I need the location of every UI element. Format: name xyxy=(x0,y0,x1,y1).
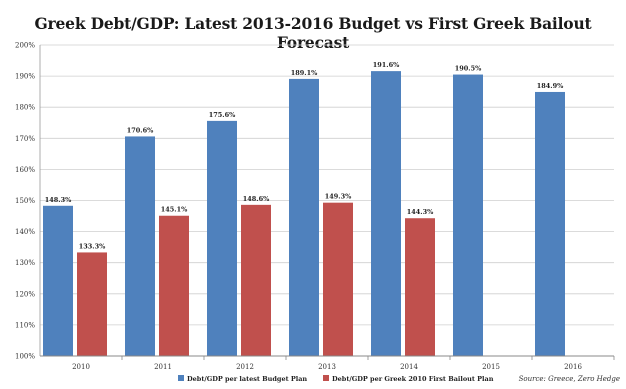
data-label: 145.1% xyxy=(161,206,188,214)
y-tick-label: 180% xyxy=(15,104,35,112)
source-note: Source: Greece, Zero Hedge xyxy=(519,375,620,383)
bar-first-bailout xyxy=(323,202,353,356)
legend-swatch xyxy=(323,375,329,381)
bar-first-bailout xyxy=(159,215,189,356)
data-label: 148.6% xyxy=(243,195,270,203)
x-tick-label: 2011 xyxy=(154,363,172,371)
y-tick-label: 100% xyxy=(15,353,35,361)
data-label: 175.6% xyxy=(209,111,236,119)
legend-label: Debt/GDP per latest Budget Plan xyxy=(187,375,307,383)
data-label: 148.3% xyxy=(45,196,72,204)
y-tick-label: 110% xyxy=(15,321,35,329)
x-tick-label: 2014 xyxy=(400,363,418,371)
axes: 100% 110% 120% 130% 140% 150% 160% 170% 180% 190%… xyxy=(15,42,615,371)
legend: Debt/GDP per latest Budget Plan Debt/GDP … xyxy=(178,375,620,383)
legend-label: Debt/GDP per Greek 2010 First Bailout Pl… xyxy=(332,375,494,383)
bar-latest-budget xyxy=(371,71,401,357)
data-label: 191.6% xyxy=(373,61,400,69)
x-tick-label: 2012 xyxy=(236,363,254,371)
x-tick-label: 2015 xyxy=(482,363,500,371)
y-tick-label: 140% xyxy=(15,228,35,236)
bar-first-bailout xyxy=(77,252,107,356)
bar-first-bailout xyxy=(405,218,435,356)
bars: 148.3% 133.3% 170.6% 145.1% 175.6% 148.6% 189.… xyxy=(43,61,565,357)
data-label: 189.1% xyxy=(291,69,318,77)
bar-latest-budget xyxy=(289,78,319,357)
y-tick-label: 150% xyxy=(15,197,35,205)
y-tick-label: 170% xyxy=(15,135,35,143)
bar-latest-budget xyxy=(125,136,155,356)
bar-latest-budget xyxy=(453,74,483,357)
bar-latest-budget xyxy=(207,120,237,356)
data-label: 149.3% xyxy=(325,193,352,201)
y-tick-label: 120% xyxy=(15,290,35,298)
bar-first-bailout xyxy=(241,204,271,356)
y-tick-label: 190% xyxy=(15,73,35,81)
y-tick-label: 200% xyxy=(15,42,35,50)
y-tick-label: 130% xyxy=(15,259,35,267)
data-label: 170.6% xyxy=(127,126,154,134)
x-tick-label: 2016 xyxy=(564,363,582,371)
data-label: 184.9% xyxy=(537,82,564,90)
x-tick-label: 2010 xyxy=(72,363,90,371)
bar-latest-budget xyxy=(535,91,565,356)
x-tick-label: 2013 xyxy=(318,363,336,371)
y-tick-label: 160% xyxy=(15,166,35,174)
legend-swatch xyxy=(178,375,184,381)
bar-latest-budget xyxy=(43,205,73,356)
data-label: 144.3% xyxy=(407,208,434,216)
data-label: 133.3% xyxy=(79,242,106,250)
data-label: 190.5% xyxy=(455,65,482,73)
chart-title: Greek Debt/GDP: Latest 2013-2016 Budget … xyxy=(34,14,592,52)
